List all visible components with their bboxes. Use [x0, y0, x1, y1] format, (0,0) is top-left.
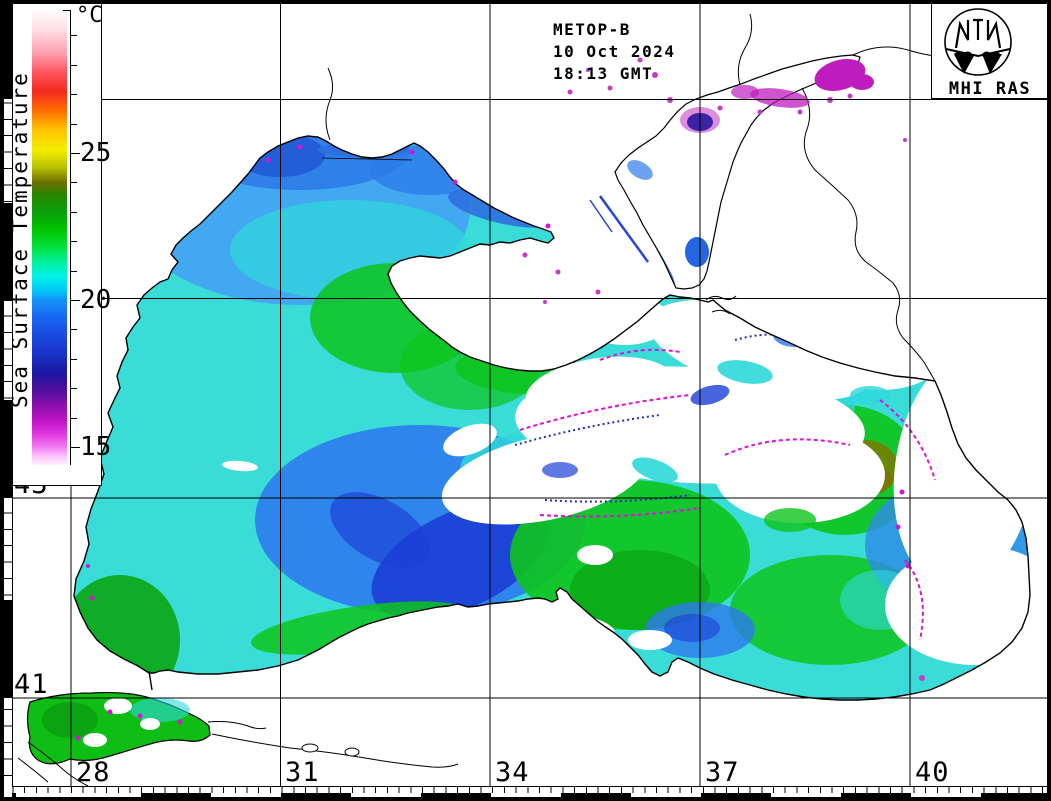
sea-temperature-layer — [74, 136, 1030, 700]
ruler-bottom-minor-ticks — [12, 787, 1047, 793]
azov-sea — [589, 54, 861, 290]
colorbar-tick — [70, 94, 77, 95]
lon-label-31: 31 — [285, 757, 320, 788]
colorbar-tick — [70, 271, 77, 272]
lon-label-34: 34 — [495, 757, 530, 788]
ruler-bottom-degree-bands — [12, 793, 1047, 798]
colorbar-tick — [70, 359, 77, 360]
colorbar-tick — [70, 35, 77, 36]
colorbar-tick — [70, 124, 77, 125]
logo-label: MHI RAS — [949, 79, 1031, 98]
colorbar-tick — [70, 418, 77, 419]
colorbar-tick — [70, 182, 77, 183]
lon-label-28: 28 — [76, 757, 111, 788]
colorbar-panel: Sea Surface Temperature °C 25 20 15 — [4, 3, 111, 486]
colorbar-axis — [70, 10, 71, 465]
observation-time: 18:13 GMT — [553, 64, 654, 83]
frame-right — [1047, 0, 1051, 801]
colorbar-top-bracket — [63, 10, 71, 11]
frame-left — [0, 0, 4, 801]
lon-label-40: 40 — [915, 757, 950, 788]
colorbar-tick — [70, 329, 77, 330]
colorbar-tick — [70, 65, 77, 66]
colorbar-major-tick — [70, 447, 80, 448]
logo-panel: MHI RAS — [931, 4, 1048, 99]
colorbar-tick — [70, 388, 77, 389]
colorbar-tick-label-20: 20 — [80, 285, 112, 315]
observation-date: 10 Oct 2024 — [553, 42, 676, 61]
mhi-ras-logo-icon: MHI RAS — [944, 8, 1031, 99]
frame-bottom — [0, 797, 1051, 801]
ruler-left — [4, 4, 13, 786]
frame-top — [0, 0, 1051, 4]
satellite-name: METOP-B — [553, 20, 631, 39]
ruler-bottom — [12, 786, 1047, 798]
lon-label-37: 37 — [705, 757, 740, 788]
colorbar-tick-label-25: 25 — [80, 138, 112, 168]
colorbar-tick-label-15: 15 — [80, 432, 112, 462]
colorbar-major-tick — [70, 300, 80, 301]
colorbar-major-tick — [70, 153, 80, 154]
colorbar-tick — [70, 212, 77, 213]
lat-label-41: 41 — [14, 669, 49, 700]
colorbar-gradient — [32, 8, 67, 465]
colorbar-tick — [70, 241, 77, 242]
title-block: METOP-B 10 Oct 2024 18:13 GMT — [553, 19, 675, 85]
colorbar-units-label: °C — [76, 3, 103, 28]
marmara-sea — [26, 691, 211, 765]
